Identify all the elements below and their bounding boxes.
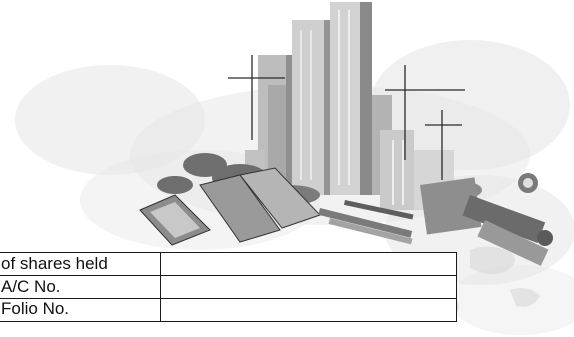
table-row: A/C No. bbox=[0, 275, 457, 299]
account-number-label: A/C No. bbox=[0, 275, 161, 299]
account-number-field[interactable] bbox=[160, 275, 457, 299]
city-buildings bbox=[245, 2, 454, 210]
table-row: of shares held bbox=[0, 252, 457, 276]
table-row: Folio No. bbox=[0, 298, 457, 322]
folio-number-field[interactable] bbox=[160, 298, 457, 322]
shares-held-field[interactable] bbox=[160, 252, 457, 276]
shareholder-details-table: of shares held A/C No. Folio No. bbox=[0, 252, 457, 322]
folio-number-label: Folio No. bbox=[0, 298, 161, 322]
shares-held-label: of shares held bbox=[0, 252, 161, 276]
steel-products bbox=[139, 167, 553, 266]
construction-cranes bbox=[228, 55, 465, 180]
